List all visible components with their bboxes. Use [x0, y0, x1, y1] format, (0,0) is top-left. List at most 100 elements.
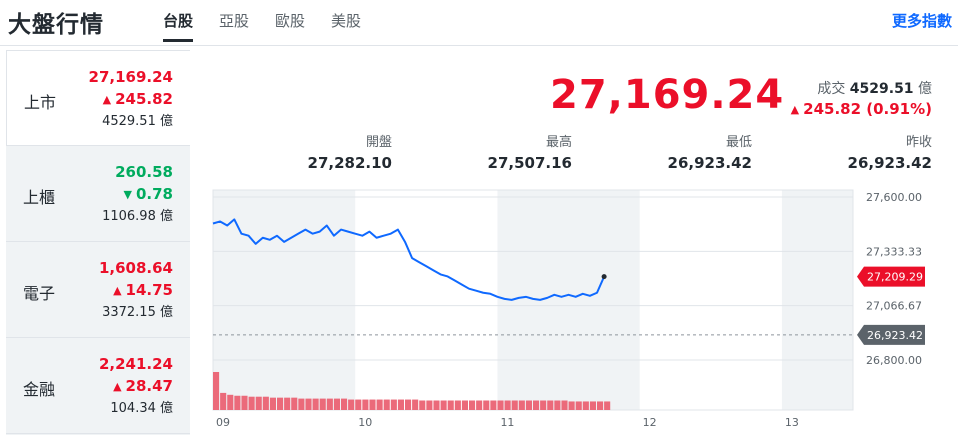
y-tick-label: 27,066.67 — [866, 300, 922, 313]
volume-bar — [383, 399, 390, 410]
trade-volume-label: 成交 — [817, 81, 846, 97]
x-tick-label: 13 — [785, 416, 799, 429]
volume-bar — [227, 394, 234, 410]
tab-taiwan[interactable]: 台股 — [163, 0, 194, 46]
y-tick-label: 27,600.00 — [866, 191, 922, 204]
volume-bar — [397, 399, 404, 410]
volume-bar — [547, 400, 554, 410]
volume-bar — [277, 397, 284, 410]
prev-close-tag-label: 26,923.42 — [867, 329, 923, 342]
volume-bar — [497, 400, 504, 410]
market-tabs: 台股 亞股 歐股 美股 — [163, 0, 387, 46]
volume-bar — [348, 399, 355, 410]
volume-bar — [533, 400, 540, 410]
volume-bar — [262, 396, 269, 410]
index-sidebar: 上市 27,169.24 ▲ 245.82 4529.51 億 上櫃 260.58… — [6, 50, 190, 435]
sidebar-item-volume: 104.34 億 — [110, 401, 173, 416]
header: 大盤行情 台股 亞股 歐股 美股 更多指數 — [0, 0, 958, 46]
volume-bar — [476, 400, 483, 410]
page-title: 大盤行情 — [8, 12, 104, 38]
volume-bar — [269, 397, 276, 410]
sidebar-item-finance[interactable]: 金融 2,241.24 ▲ 28.47 104.34 億 — [6, 338, 190, 434]
volume-bar — [554, 400, 561, 410]
volume-bar — [241, 395, 248, 410]
volume-bar — [419, 400, 426, 410]
stat-low: 最低 26,923.42 — [572, 134, 752, 174]
stat-label: 昨收 — [905, 135, 932, 150]
volume-bar — [454, 400, 461, 410]
stat-label: 最低 — [725, 135, 752, 150]
price-change: ▲ 245.82 (0.91%) — [791, 100, 932, 118]
volume-bar — [483, 400, 490, 410]
stat-label: 最高 — [545, 135, 572, 150]
volume-bar — [504, 400, 511, 410]
stat-value: 27,282.10 — [307, 154, 392, 172]
sidebar-item-price: 1,608.64 — [98, 259, 173, 277]
y-tick-label: 27,333.33 — [866, 245, 922, 258]
x-tick-label: 09 — [216, 416, 230, 429]
stat-high: 最高 27,507.16 — [392, 134, 572, 174]
volume-bar — [525, 400, 532, 410]
trade-volume: 成交 4529.51 億 — [817, 78, 932, 98]
volume-bar — [597, 401, 604, 410]
volume-bar — [234, 395, 241, 410]
sidebar-item-change: 245.82 — [115, 90, 173, 108]
price-line — [212, 218, 606, 301]
price-change-value: 245.82 (0.91%) — [803, 100, 932, 118]
sidebar-item-otc[interactable]: 上櫃 260.58 ▼ 0.78 1106.98 億 — [6, 146, 190, 242]
x-tick-label: 12 — [643, 416, 657, 429]
volume-bar — [561, 400, 568, 410]
hour-band — [497, 190, 640, 410]
volume-bar — [284, 397, 291, 410]
volume-bar — [490, 400, 497, 410]
trade-volume-unit: 億 — [918, 81, 932, 97]
volume-bar — [575, 401, 582, 410]
sidebar-item-label: 上市 — [24, 93, 57, 112]
up-triangle-icon: ▲ — [102, 93, 112, 106]
volume-bar — [248, 396, 255, 410]
tab-us[interactable]: 美股 — [331, 12, 362, 30]
volume-bar — [333, 398, 340, 410]
last-price-dot — [601, 274, 607, 280]
down-triangle-icon: ▼ — [123, 188, 132, 201]
stat-value: 27,507.16 — [487, 154, 572, 172]
x-tick-label: 11 — [500, 416, 514, 429]
volume-bar — [213, 372, 220, 410]
prev-close-tag — [857, 324, 925, 345]
volume-bar — [440, 400, 447, 410]
tab-europe[interactable]: 歐股 — [275, 12, 306, 30]
volume-bar — [369, 399, 376, 410]
stat-open: 開盤 27,282.10 — [212, 134, 392, 174]
volume-bar — [511, 400, 518, 410]
volume-bar — [362, 399, 369, 410]
volume-bar — [461, 400, 468, 410]
more-indices-link[interactable]: 更多指數 — [891, 12, 952, 30]
trade-volume-value: 4529.51 — [849, 81, 914, 97]
volume-bar — [255, 396, 262, 410]
quote-stats: 開盤 27,282.10 最高 27,507.16 最低 26,923.42 昨… — [200, 134, 932, 174]
current-price-tag — [857, 266, 925, 287]
volume-bar — [405, 399, 412, 410]
stat-prev-close: 昨收 26,923.42 — [752, 134, 932, 174]
up-triangle-icon: ▲ — [790, 103, 800, 116]
current-price: 27,169.24 — [550, 72, 785, 118]
sidebar-item-change: 28.47 — [125, 377, 173, 395]
volume-bar — [447, 400, 454, 410]
volume-bar — [376, 399, 383, 410]
sidebar-item-listed[interactable]: 上市 27,169.24 ▲ 245.82 4529.51 億 — [6, 50, 190, 146]
sidebar-item-volume: 3372.15 億 — [102, 305, 173, 320]
volume-bar — [469, 400, 476, 410]
volume-bar — [341, 398, 348, 410]
volume-bar — [220, 392, 227, 410]
volume-bar — [426, 400, 433, 410]
sidebar-item-price: 2,241.24 — [98, 355, 173, 373]
tab-asia[interactable]: 亞股 — [219, 12, 250, 30]
volume-bar — [298, 398, 305, 410]
sidebar-item-electronics[interactable]: 電子 1,608.64 ▲ 14.75 3372.15 億 — [6, 242, 190, 338]
sidebar-item-price: 260.58 — [115, 163, 173, 181]
volume-bar — [390, 399, 397, 410]
volume-bar — [518, 400, 525, 410]
x-tick-label: 10 — [358, 416, 372, 429]
volume-bar — [604, 401, 611, 410]
